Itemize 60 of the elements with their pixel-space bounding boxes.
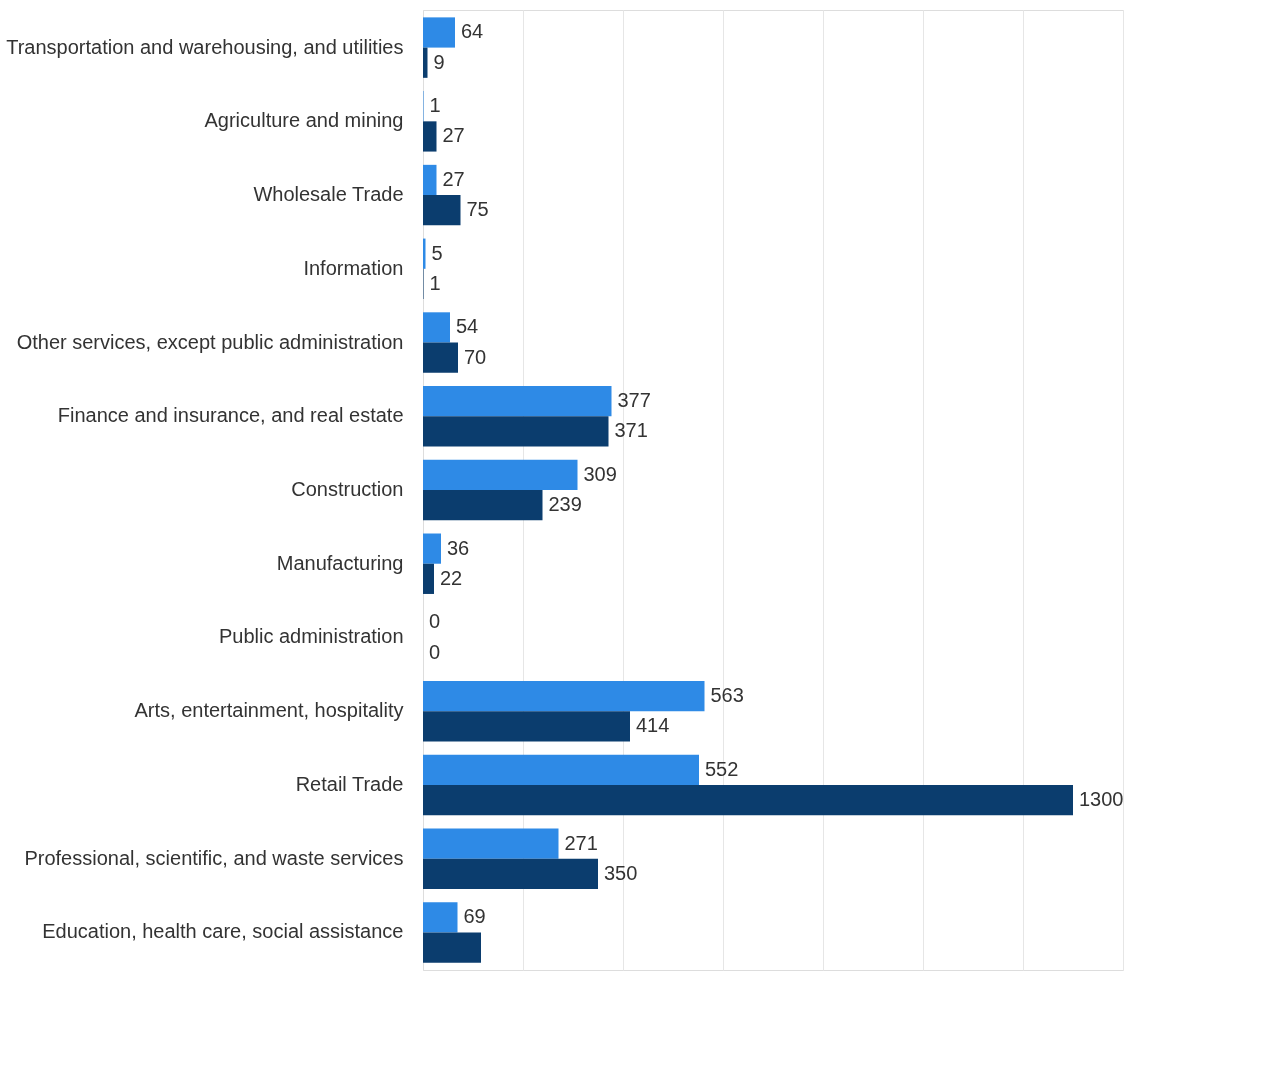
y-tick-label: Other services, except public administration bbox=[16, 330, 404, 353]
data-label: 5 bbox=[431, 241, 443, 264]
data-label: 36 bbox=[447, 536, 470, 559]
y-tick-label: Public administration bbox=[218, 625, 404, 648]
data-label: 377 bbox=[617, 389, 651, 412]
bar bbox=[423, 195, 461, 226]
data-label: 239 bbox=[548, 493, 582, 516]
bar bbox=[423, 902, 458, 933]
data-label: 414 bbox=[636, 714, 670, 737]
bar bbox=[423, 711, 630, 742]
bar bbox=[423, 932, 481, 963]
data-label: 309 bbox=[583, 462, 617, 485]
bar bbox=[423, 784, 1073, 816]
y-tick-label: Construction bbox=[291, 478, 404, 500]
data-label: 22 bbox=[440, 566, 463, 589]
data-label: 552 bbox=[705, 757, 739, 780]
bar bbox=[423, 312, 450, 343]
bar bbox=[423, 416, 609, 447]
data-label: 271 bbox=[564, 831, 598, 854]
bar bbox=[423, 490, 543, 521]
y-tick-label: Transportation and warehousing, and utilities bbox=[6, 35, 404, 58]
data-label: 1 bbox=[429, 271, 441, 294]
y-tick-label: Wholesale Trade bbox=[253, 183, 404, 206]
bar bbox=[423, 17, 455, 48]
data-label: 75 bbox=[466, 198, 489, 221]
y-tick-label: Finance and insurance, and real estate bbox=[57, 404, 404, 427]
data-label: 1 bbox=[429, 94, 441, 117]
data-label: 563 bbox=[710, 684, 744, 707]
data-label: 70 bbox=[464, 345, 487, 368]
data-label: 27 bbox=[442, 167, 465, 190]
bar bbox=[423, 238, 426, 269]
y-tick-label: Arts, entertainment, hospitality bbox=[134, 699, 404, 722]
y-tick-label: Retail Trade bbox=[295, 772, 404, 795]
bar bbox=[423, 459, 578, 490]
data-label: 27 bbox=[442, 124, 465, 147]
bar bbox=[423, 533, 441, 564]
y-tick-label: Manufacturing bbox=[276, 551, 404, 574]
data-label: 64 bbox=[461, 20, 484, 43]
bar bbox=[423, 386, 612, 417]
bar bbox=[423, 47, 428, 78]
data-label: 54 bbox=[456, 315, 479, 338]
bar bbox=[423, 754, 699, 785]
data-label: 1300 bbox=[1079, 788, 1124, 811]
data-label: 0 bbox=[429, 640, 441, 663]
data-label: 371 bbox=[614, 419, 648, 442]
bar bbox=[423, 858, 598, 889]
data-label: 9 bbox=[433, 50, 445, 73]
bar bbox=[423, 342, 458, 373]
bar bbox=[423, 680, 705, 712]
y-tick-label: Education, health care, social assistance bbox=[42, 920, 404, 943]
y-tick-label: Information bbox=[303, 256, 404, 279]
y-tick-label: Agriculture and mining bbox=[204, 109, 404, 132]
bar bbox=[423, 164, 437, 196]
y-tick-label: Professional, scientific, and waste services bbox=[24, 846, 404, 869]
bar bbox=[423, 828, 559, 859]
bar bbox=[423, 563, 434, 594]
data-label: 0 bbox=[429, 610, 441, 633]
data-label: 69 bbox=[463, 905, 486, 928]
data-label: 350 bbox=[604, 861, 638, 884]
bar bbox=[423, 121, 437, 152]
